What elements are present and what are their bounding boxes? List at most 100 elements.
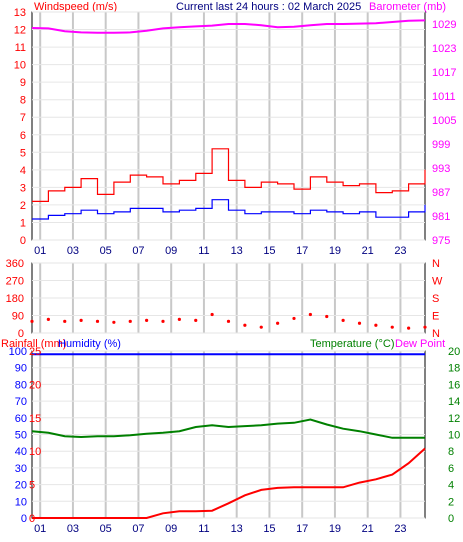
humidity-tick-label: 50	[15, 430, 27, 442]
barometer-tick-label: 975	[432, 235, 450, 247]
rainfall-tick-label: 0	[29, 513, 35, 525]
compass-tick-label: E	[432, 311, 439, 323]
wind-tick-label: 0	[20, 235, 26, 247]
x-tick-label-hour: 23	[394, 523, 406, 535]
x-tick-label-hour: 15	[263, 523, 275, 535]
x-tick-label-hour: 05	[100, 245, 112, 257]
x-tick-label-hour: 13	[231, 245, 243, 257]
barometer-tick-label: 1011	[432, 91, 456, 103]
barometer-tick-label: 981	[432, 211, 450, 223]
humidity-tick-label: 10	[15, 496, 27, 508]
direction-point	[390, 325, 394, 329]
temperature-tick-label: 8	[448, 446, 454, 458]
x-tick-label-hour: 07	[132, 523, 144, 535]
direction-point	[145, 318, 149, 322]
x-tick-label-hour: 17	[296, 245, 308, 257]
barometer-tick-label: 987	[432, 187, 450, 199]
barometer-line	[31, 19, 426, 34]
wind-tick-label: 2	[20, 200, 26, 212]
humidity-tick-label: 70	[15, 396, 27, 408]
direction-point	[325, 314, 329, 319]
wind-average-line	[32, 199, 426, 220]
x-tick-label-hour: 19	[329, 245, 341, 257]
temperature-tick-label: 4	[448, 480, 454, 492]
humidity-tick-label: 30	[15, 463, 27, 475]
wind-axis-title: Windspeed (m/s)	[34, 1, 117, 13]
direction-tick-label: 270	[6, 276, 24, 288]
barometer-tick-label: 1005	[432, 115, 456, 127]
wind-tick-label: 4	[20, 165, 26, 177]
temperature-line	[31, 418, 425, 439]
x-tick-label-hour: 03	[67, 245, 79, 257]
wind-tick-label: 11	[15, 42, 26, 54]
direction-point	[79, 318, 83, 322]
x-tick-label-hour: 07	[132, 245, 144, 257]
direction-tick-label: 180	[6, 293, 24, 305]
x-tick-label-hour: 03	[67, 523, 79, 535]
humidity-tick-label: 90	[15, 363, 27, 375]
humidity-tick-label: 40	[15, 446, 27, 458]
barometer-tick-label: 993	[432, 163, 450, 175]
x-tick-label-hour: 01	[34, 523, 46, 535]
temperature-tick-label: 6	[448, 463, 454, 475]
wind-tick-label: 3	[20, 182, 26, 194]
temperature-tick-label: 16	[448, 379, 460, 391]
direction-point	[308, 312, 312, 317]
wind-tick-label: 5	[20, 147, 26, 159]
wind-tick-label: 13	[14, 7, 26, 19]
x-tick-label-hour: 01	[34, 245, 46, 257]
temperature-axis-title: Temperature (°C)	[310, 338, 394, 350]
barometer-tick-label: 1029	[432, 19, 456, 31]
rainfall-axis-title: Rainfall (mm)	[1, 338, 66, 350]
temperature-tick-label: 2	[448, 496, 454, 508]
wind-tick-label: 9	[20, 77, 26, 89]
direction-point	[112, 320, 116, 324]
temperature-tick-label: 0	[448, 513, 454, 525]
x-tick-label-hour: 09	[165, 245, 177, 257]
compass-tick-label: N	[432, 328, 440, 340]
x-tick-label-hour: 21	[362, 523, 374, 535]
barometer-tick-label: 1017	[432, 67, 456, 79]
barometer-axis-title: Barometer (mb)	[369, 1, 446, 13]
direction-point	[292, 316, 296, 321]
rainfall-tick-label: 20	[29, 379, 41, 391]
direction-point	[30, 319, 34, 323]
rainfall-line	[32, 447, 426, 519]
wind-tick-label: 12	[14, 25, 26, 37]
wind-tick-label: 7	[20, 112, 26, 124]
temperature-tick-label: 14	[448, 396, 460, 408]
rainfall-tick-label: 5	[29, 480, 35, 492]
wind-tick-label: 6	[20, 130, 26, 142]
direction-point	[259, 325, 263, 329]
x-tick-label-hour: 09	[165, 523, 177, 535]
humidity-tick-label: 100	[9, 346, 27, 358]
temperature-tick-label: 20	[448, 346, 460, 358]
temperature-tick-label: 18	[448, 363, 460, 375]
temperature-tick-label: 12	[448, 413, 460, 425]
wind-tick-label: 8	[20, 95, 26, 107]
direction-point	[63, 319, 67, 323]
x-tick-label-hour: 17	[296, 523, 308, 535]
humidity-tick-label: 0	[21, 513, 27, 525]
humidity-tick-label: 80	[15, 379, 27, 391]
rainfall-tick-label: 25	[29, 346, 41, 358]
direction-point	[46, 317, 50, 321]
compass-tick-label: S	[432, 293, 439, 305]
direction-point	[226, 319, 231, 323]
direction-point	[243, 323, 247, 327]
humidity-tick-label: 20	[15, 480, 27, 492]
direction-point	[95, 319, 100, 323]
direction-tick-label: 90	[12, 311, 24, 323]
direction-point	[374, 323, 378, 327]
direction-point	[128, 319, 132, 323]
x-tick-label-hour: 13	[231, 523, 243, 535]
x-tick-label-hour: 05	[100, 523, 112, 535]
x-tick-label-hour: 23	[394, 245, 406, 257]
rainfall-tick-label: 15	[29, 413, 41, 425]
direction-point	[177, 317, 181, 321]
wind-tick-label: 10	[14, 60, 26, 72]
x-tick-label-hour: 15	[263, 245, 275, 257]
direction-point	[161, 319, 165, 323]
barometer-tick-label: 1023	[432, 43, 456, 55]
